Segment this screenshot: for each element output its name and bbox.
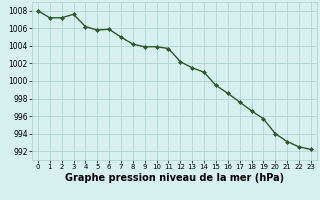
X-axis label: Graphe pression niveau de la mer (hPa): Graphe pression niveau de la mer (hPa) [65, 173, 284, 183]
